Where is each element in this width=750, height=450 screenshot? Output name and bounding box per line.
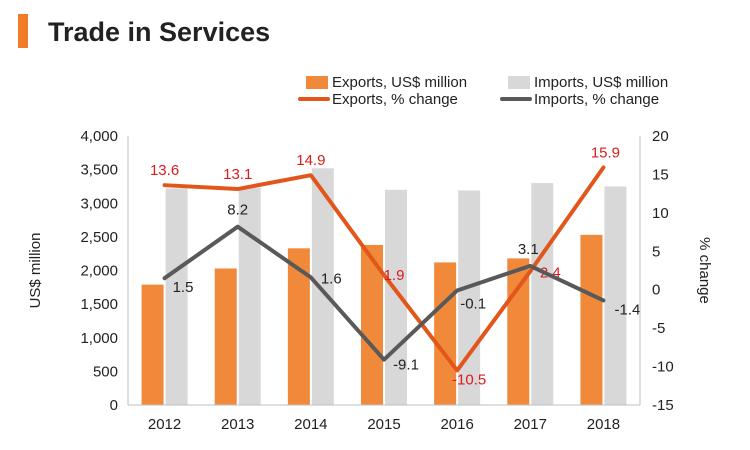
imports-change-line <box>162 224 606 362</box>
imports-change-label-2016: -0.1 <box>460 295 486 312</box>
exports-change-label-2015: 1.9 <box>384 267 405 284</box>
exports-change-label-2012: 13.6 <box>150 162 179 179</box>
title-accent-bar <box>18 14 28 48</box>
y-axis-title: US$ million <box>27 233 44 309</box>
x-tick-label: 2016 <box>440 416 473 433</box>
y2-tick-label: 5 <box>652 243 660 260</box>
bars-layer <box>141 168 627 405</box>
imports-bar-2018 <box>604 186 627 405</box>
legend-label-exports-line: Exports, % change <box>332 91 458 108</box>
y2-tick-label: -10 <box>652 359 674 376</box>
legend-label-imports-bar: Imports, US$ million <box>534 74 668 91</box>
x-tick-label: 2018 <box>587 416 620 433</box>
imports-bar-2016 <box>458 190 481 405</box>
y2-tick-label: 20 <box>652 128 669 145</box>
imports-bar-2014 <box>311 168 334 405</box>
y-tick-label: 3,500 <box>80 162 118 179</box>
exports-bar-2018 <box>580 234 603 405</box>
legend-swatch-imports-bar <box>508 76 530 89</box>
imports-change-label-2015: -9.1 <box>393 357 419 374</box>
exports-bar-2015 <box>361 244 383 405</box>
y2-axis-title: % change <box>696 237 713 304</box>
exports-change-label-2014: 14.9 <box>296 152 325 169</box>
x-tick-label: 2012 <box>148 416 181 433</box>
exports-change-line <box>162 165 606 373</box>
exports-bar-2012 <box>141 284 164 405</box>
y-tick-label: 1,000 <box>80 330 118 347</box>
y-tick-label: 500 <box>93 363 118 380</box>
imports-change-label-2013: 8.2 <box>227 202 248 219</box>
y-tick-label: 4,000 <box>80 128 118 145</box>
imports-bar-2012 <box>165 188 188 405</box>
x-tick-label: 2015 <box>367 416 400 433</box>
legend-swatch-exports-bar <box>306 76 328 89</box>
legend-label-imports-line: Imports, % change <box>534 91 659 108</box>
exports-change-label-2016: -10.5 <box>452 371 486 388</box>
y-tick-label: 1,500 <box>80 296 118 313</box>
imports-change-label-2017: 3.1 <box>518 241 539 258</box>
y-tick-label: 3,000 <box>80 195 118 212</box>
axes-layer: 0 500 1,000 1,500 2,000 2,500 3,000 3,500 4,000 -… <box>27 128 713 433</box>
y2-tick-label: 10 <box>652 205 669 222</box>
y-tick-label: 2,000 <box>80 263 118 280</box>
imports-change-label-2018: -1.4 <box>614 301 640 318</box>
y2-tick-label: -15 <box>652 397 674 414</box>
lines-layer: 13.6 13.114.91.9-10.52.415.91.58.21.6-9.1… <box>150 145 640 389</box>
exports-bar-2014 <box>287 248 310 405</box>
legend: Exports, US$ million Imports, US$ million… <box>298 74 668 108</box>
legend-label-exports-bar: Exports, US$ million <box>332 74 467 91</box>
imports-bar-2013 <box>238 187 261 405</box>
imports-bar-2017 <box>531 183 554 405</box>
chart-title: Trade in Services <box>48 17 271 47</box>
imports-change-label-2014: 1.6 <box>321 270 342 287</box>
exports-change-label-2013: 13.1 <box>223 166 252 183</box>
exports-bar-2013 <box>214 268 237 405</box>
imports-change-label-2012: 1.5 <box>173 279 194 296</box>
x-tick-label: 2013 <box>221 416 254 433</box>
x-tick-label: 2017 <box>514 416 547 433</box>
y2-tick-label: 15 <box>652 166 669 183</box>
x-tick-label: 2014 <box>294 416 327 433</box>
y-tick-label: 2,500 <box>80 229 118 246</box>
y2-tick-label: -5 <box>652 320 665 337</box>
y2-tick-label: 0 <box>652 282 660 299</box>
y-tick-label: 0 <box>110 397 118 414</box>
exports-change-label-2018: 15.9 <box>591 145 620 162</box>
